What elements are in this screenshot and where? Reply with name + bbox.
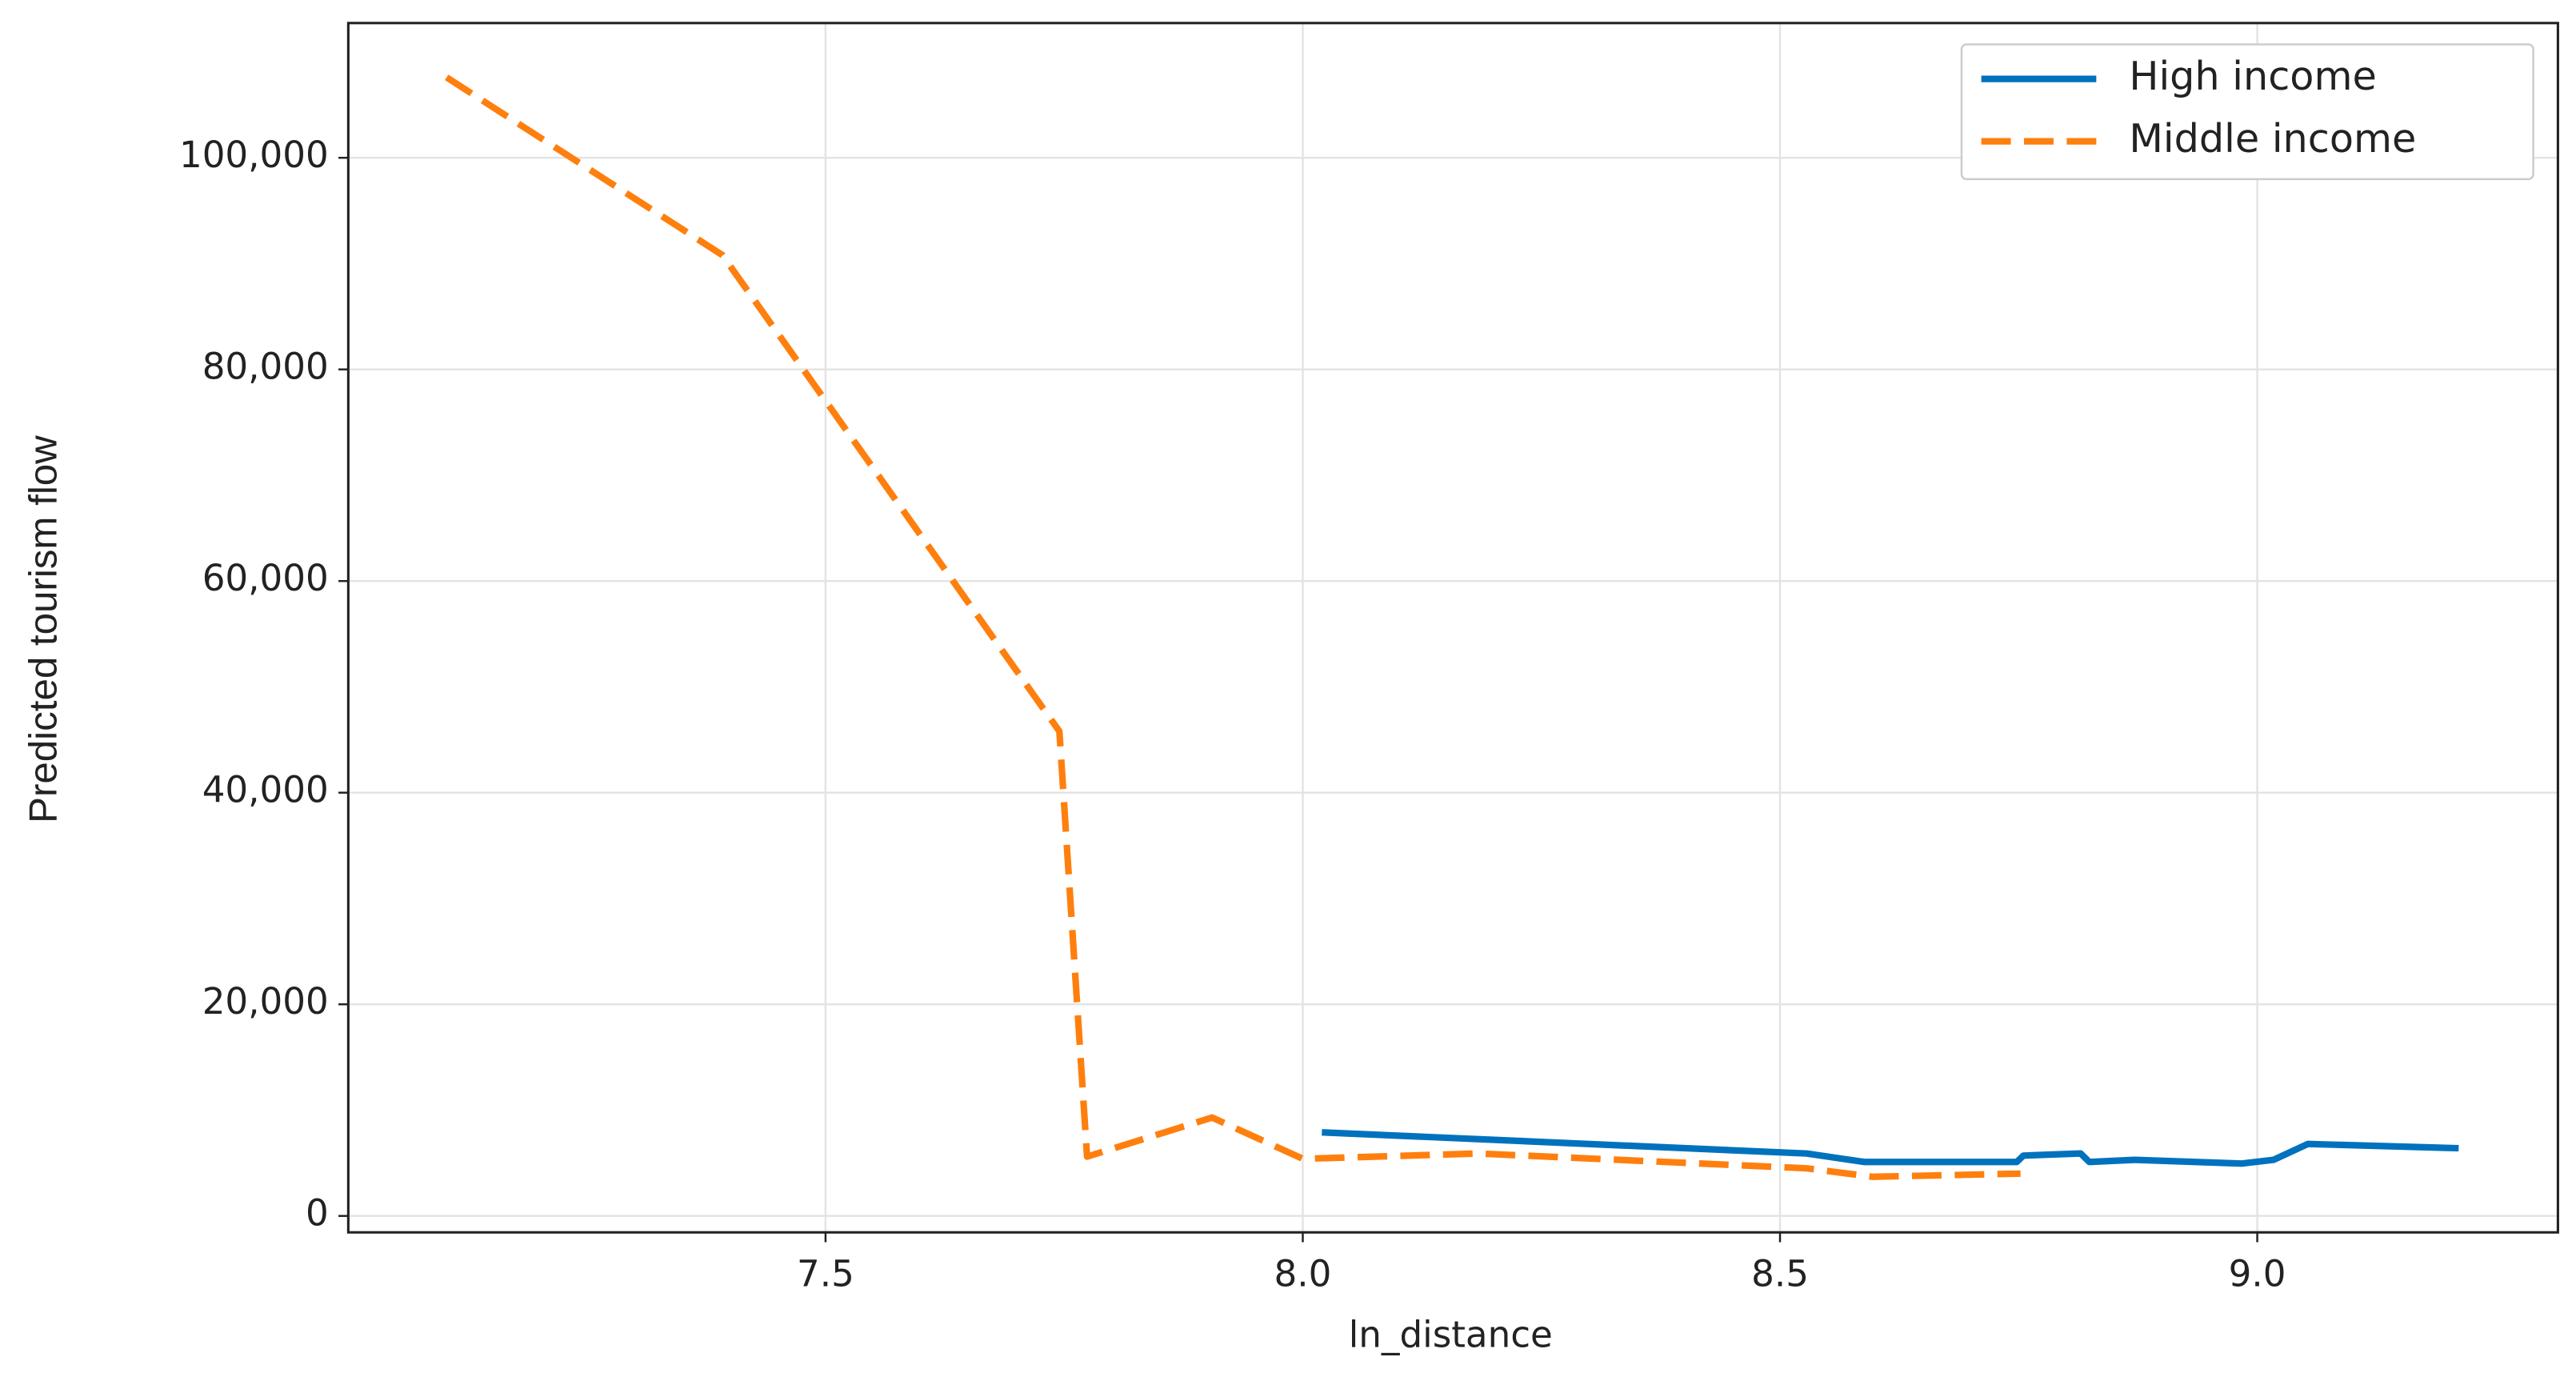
y-tick-label: 40,000 — [202, 769, 329, 811]
y-axis-label: Predicted tourism flow — [22, 435, 66, 823]
x-tick-label: 8.0 — [1274, 1253, 1332, 1295]
legend-label: Middle income — [2129, 115, 2416, 162]
series-line — [1322, 1129, 2459, 1167]
legend-box — [1960, 43, 2534, 181]
legend: High income Middle income — [1960, 43, 2534, 181]
plot-frame — [346, 22, 2559, 1234]
x-tick-label: 9.0 — [2229, 1253, 2286, 1295]
y-tick-label: 100,000 — [179, 134, 329, 176]
y-tick-label: 20,000 — [202, 980, 329, 1023]
x-axis-label: ln_distance — [1349, 1314, 1553, 1356]
x-tick-label: 7.5 — [797, 1253, 854, 1295]
y-tick-label: 60,000 — [202, 557, 329, 599]
y-tick-label: 80,000 — [202, 346, 329, 388]
series-line — [445, 74, 2021, 1180]
y-tick-label: 0 — [306, 1192, 329, 1235]
x-tick-label: 8.5 — [1751, 1253, 1809, 1295]
legend-label: High income — [2129, 53, 2376, 99]
